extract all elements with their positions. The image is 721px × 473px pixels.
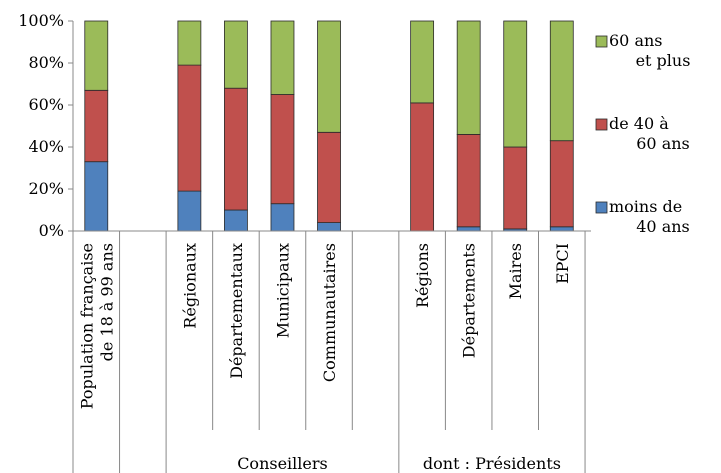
- x-category-label: Départementaux: [227, 243, 246, 379]
- bar-segment: [224, 209, 248, 232]
- x-category-label: Régions: [413, 243, 432, 308]
- legend-swatch: [595, 201, 608, 214]
- bar-segment: [503, 20, 528, 148]
- x-axis: Population française de 18 à 99 ans Région…: [72, 230, 591, 473]
- bar-segment: [270, 94, 295, 205]
- legend-swatch: [595, 118, 608, 131]
- legend-label: 60 ans: [609, 31, 663, 50]
- bar-segment: [224, 87, 248, 211]
- x-category-label: Population française: [77, 243, 96, 409]
- legend-label: de 40 à: [609, 114, 669, 133]
- bar-segment: [549, 140, 574, 228]
- bar-segment: [270, 203, 295, 232]
- legend-swatch: [595, 35, 608, 48]
- y-axis: 0% 20% 40% 60% 80% 100%: [18, 11, 74, 240]
- bar-segment: [270, 20, 295, 95]
- y-tick-label: 60%: [28, 95, 64, 114]
- x-group-label: Conseillers: [237, 454, 328, 473]
- bar-segment: [177, 64, 202, 192]
- x-category-label: Maires: [506, 243, 525, 299]
- y-tick-label: 0%: [39, 221, 64, 240]
- x-category-label: Régionaux: [180, 243, 199, 329]
- x-category-label: Municipaux: [273, 243, 292, 338]
- bar-segment: [456, 226, 481, 232]
- bar-segment: [503, 146, 528, 230]
- bar-segment: [549, 20, 574, 142]
- y-tick-label: 40%: [28, 137, 64, 156]
- legend-label: et plus: [636, 51, 691, 70]
- y-tick-label: 20%: [28, 179, 64, 198]
- bar-segment: [177, 190, 202, 232]
- bar-segment: [177, 20, 202, 66]
- x-category-label: Communautaires: [320, 243, 339, 382]
- bar-segment: [84, 20, 109, 91]
- bar-segment: [410, 102, 435, 232]
- bar-segment: [317, 222, 341, 232]
- bar-segment: [410, 20, 435, 104]
- y-tick-label: 100%: [18, 11, 64, 30]
- bar-segment: [84, 89, 109, 163]
- legend-label: 60 ans: [636, 134, 690, 153]
- x-category-label: EPCI: [553, 243, 572, 284]
- legend-label: moins de: [609, 197, 682, 216]
- bar-segment: [317, 131, 341, 224]
- legend-label: 40 ans: [636, 217, 690, 236]
- bar-segment: [84, 161, 109, 232]
- bar-segment: [549, 226, 574, 232]
- bar-segment: [456, 20, 481, 135]
- x-category-label: Départements: [460, 243, 479, 358]
- bar-segment: [224, 20, 248, 89]
- bars: [84, 20, 574, 232]
- y-tick-label: 80%: [28, 53, 64, 72]
- bar-segment: [317, 20, 341, 133]
- bar-segment: [456, 133, 481, 228]
- x-category-label: de 18 à 99 ans: [97, 243, 116, 361]
- x-group-label: dont : Présidents: [423, 454, 561, 473]
